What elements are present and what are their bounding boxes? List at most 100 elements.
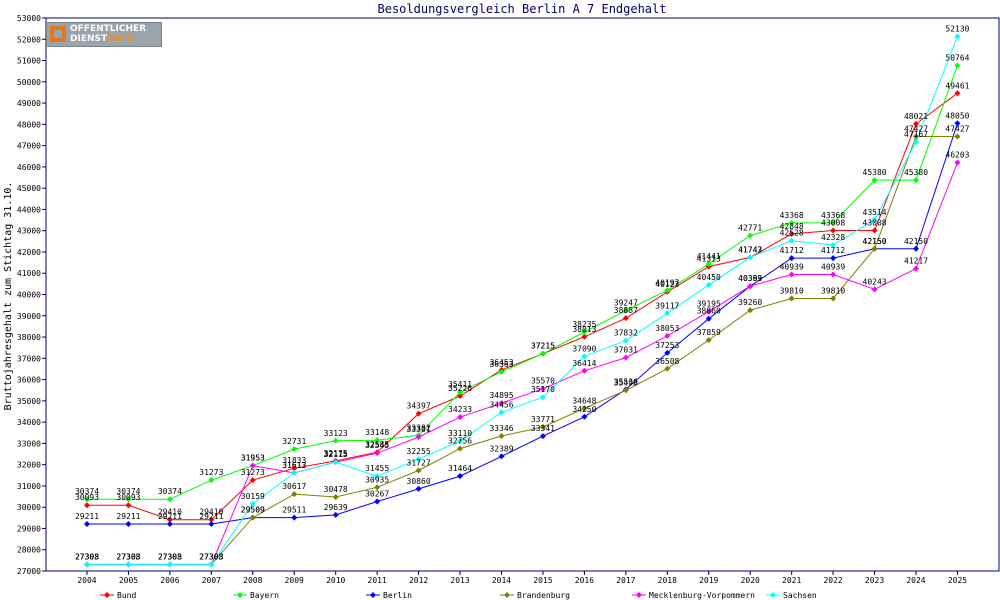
data-label: 49461 bbox=[945, 81, 969, 90]
series-point bbox=[166, 516, 173, 523]
y-tick-label: 27000 bbox=[17, 567, 41, 576]
legend-label: Sachsen bbox=[783, 591, 817, 600]
series-point bbox=[457, 389, 464, 396]
x-ticks: 2004 2005 2006 2007 2008 2009 2010 2011 2012 2013… bbox=[77, 571, 967, 585]
series-point bbox=[705, 260, 712, 267]
series-point bbox=[954, 133, 961, 140]
y-tick-label: 38000 bbox=[17, 333, 41, 342]
series-point bbox=[457, 414, 464, 421]
data-label: 29509 bbox=[241, 506, 265, 515]
y-axis-label: Bruttojahresgehalt zum Stichtag 31.10. bbox=[3, 182, 14, 411]
data-label: 27303 bbox=[75, 553, 99, 562]
series-point bbox=[125, 561, 132, 568]
data-label: 34456 bbox=[489, 400, 513, 409]
series-point bbox=[830, 227, 837, 234]
series-point bbox=[374, 450, 381, 457]
y-tick-label: 34000 bbox=[17, 418, 41, 427]
x-tick-label: 2014 bbox=[492, 576, 511, 585]
series-point bbox=[498, 453, 505, 460]
data-label: 39195 bbox=[697, 300, 721, 309]
series-point bbox=[871, 286, 878, 293]
series-point bbox=[457, 445, 464, 452]
y-tick-label: 31000 bbox=[17, 482, 41, 491]
data-label: 33346 bbox=[489, 424, 513, 433]
x-tick-label: 2023 bbox=[865, 576, 884, 585]
data-label: 39260 bbox=[738, 298, 762, 307]
series-point bbox=[539, 423, 546, 430]
data-label: 35498 bbox=[614, 378, 638, 387]
series-point bbox=[125, 520, 132, 527]
series-point bbox=[332, 511, 339, 518]
data-label: 34895 bbox=[489, 391, 513, 400]
data-label: 42328 bbox=[821, 233, 845, 242]
data-label: 36508 bbox=[655, 357, 679, 366]
data-label: 38053 bbox=[655, 324, 679, 333]
data-label: 39810 bbox=[780, 287, 804, 296]
data-label: 27308 bbox=[116, 552, 140, 561]
data-label: 31455 bbox=[365, 464, 389, 473]
logo-mark-icon bbox=[50, 26, 66, 42]
series-point bbox=[788, 230, 795, 237]
series-line-5 bbox=[87, 36, 958, 566]
data-label: 42150 bbox=[863, 237, 887, 246]
series-point bbox=[581, 367, 588, 374]
series-point bbox=[581, 333, 588, 340]
data-label: 37031 bbox=[614, 346, 638, 355]
data-label: 50764 bbox=[945, 54, 969, 63]
data-label: 34648 bbox=[572, 396, 596, 405]
data-label: 40123 bbox=[655, 280, 679, 289]
series-point bbox=[954, 120, 961, 127]
series-point bbox=[208, 516, 215, 523]
legend: Bund Bayern Berlin Brandenburg Mecklenburg-V… bbox=[100, 591, 817, 600]
data-label: 41441 bbox=[697, 252, 721, 261]
data-label: 31953 bbox=[241, 454, 265, 463]
data-label: 43368 bbox=[780, 211, 804, 220]
legend-swatch-marker bbox=[636, 592, 642, 598]
data-label: 39247 bbox=[614, 299, 638, 308]
series-point bbox=[291, 491, 298, 498]
data-label: 35226 bbox=[448, 384, 472, 393]
series-point bbox=[913, 139, 919, 146]
chart-title: Besoldungsvergleich Berlin A 7 Endgehalt bbox=[378, 2, 667, 16]
data-label: 35536 bbox=[614, 377, 638, 386]
series-point bbox=[581, 413, 588, 420]
data-label: 33301 bbox=[407, 425, 431, 434]
series-point bbox=[871, 245, 878, 252]
data-label: 29511 bbox=[282, 506, 306, 515]
y-tick-label: 52000 bbox=[17, 35, 41, 44]
data-label: 35170 bbox=[531, 385, 555, 394]
data-labels: 30093 30093 29410 29410 31273 31833 32175 32585… bbox=[75, 25, 970, 562]
y-tick-label: 51000 bbox=[17, 57, 41, 66]
series-point bbox=[332, 494, 339, 501]
series-point bbox=[622, 315, 629, 322]
series-point bbox=[788, 237, 795, 244]
series-point bbox=[249, 500, 256, 507]
data-label: 30374 bbox=[75, 487, 99, 496]
series-point bbox=[954, 62, 961, 69]
data-label: 30374 bbox=[158, 487, 182, 496]
data-label: 43514 bbox=[863, 208, 887, 217]
y-tick-label: 45000 bbox=[17, 184, 41, 193]
series-point bbox=[622, 337, 629, 344]
data-label: 43008 bbox=[863, 219, 887, 228]
legend-swatch-marker bbox=[504, 592, 510, 598]
data-label: 37215 bbox=[531, 342, 555, 351]
x-tick-label: 2011 bbox=[368, 576, 387, 585]
x-tick-label: 2022 bbox=[823, 576, 842, 585]
data-label: 31464 bbox=[448, 464, 472, 473]
data-label: 38235 bbox=[572, 320, 596, 329]
series-point bbox=[788, 255, 795, 262]
data-label: 31613 bbox=[282, 461, 306, 470]
data-label: 33123 bbox=[324, 429, 348, 438]
series-point bbox=[208, 477, 215, 484]
series-point bbox=[539, 433, 546, 440]
series-point bbox=[374, 484, 381, 491]
series-point bbox=[581, 405, 588, 412]
series-point bbox=[788, 271, 795, 278]
y-tick-label: 33000 bbox=[17, 439, 41, 448]
data-label: 48021 bbox=[904, 112, 928, 121]
series-point bbox=[249, 462, 256, 469]
plot-frame bbox=[45, 17, 1000, 572]
data-label: 27303 bbox=[116, 553, 140, 562]
data-label: 33771 bbox=[531, 415, 555, 424]
